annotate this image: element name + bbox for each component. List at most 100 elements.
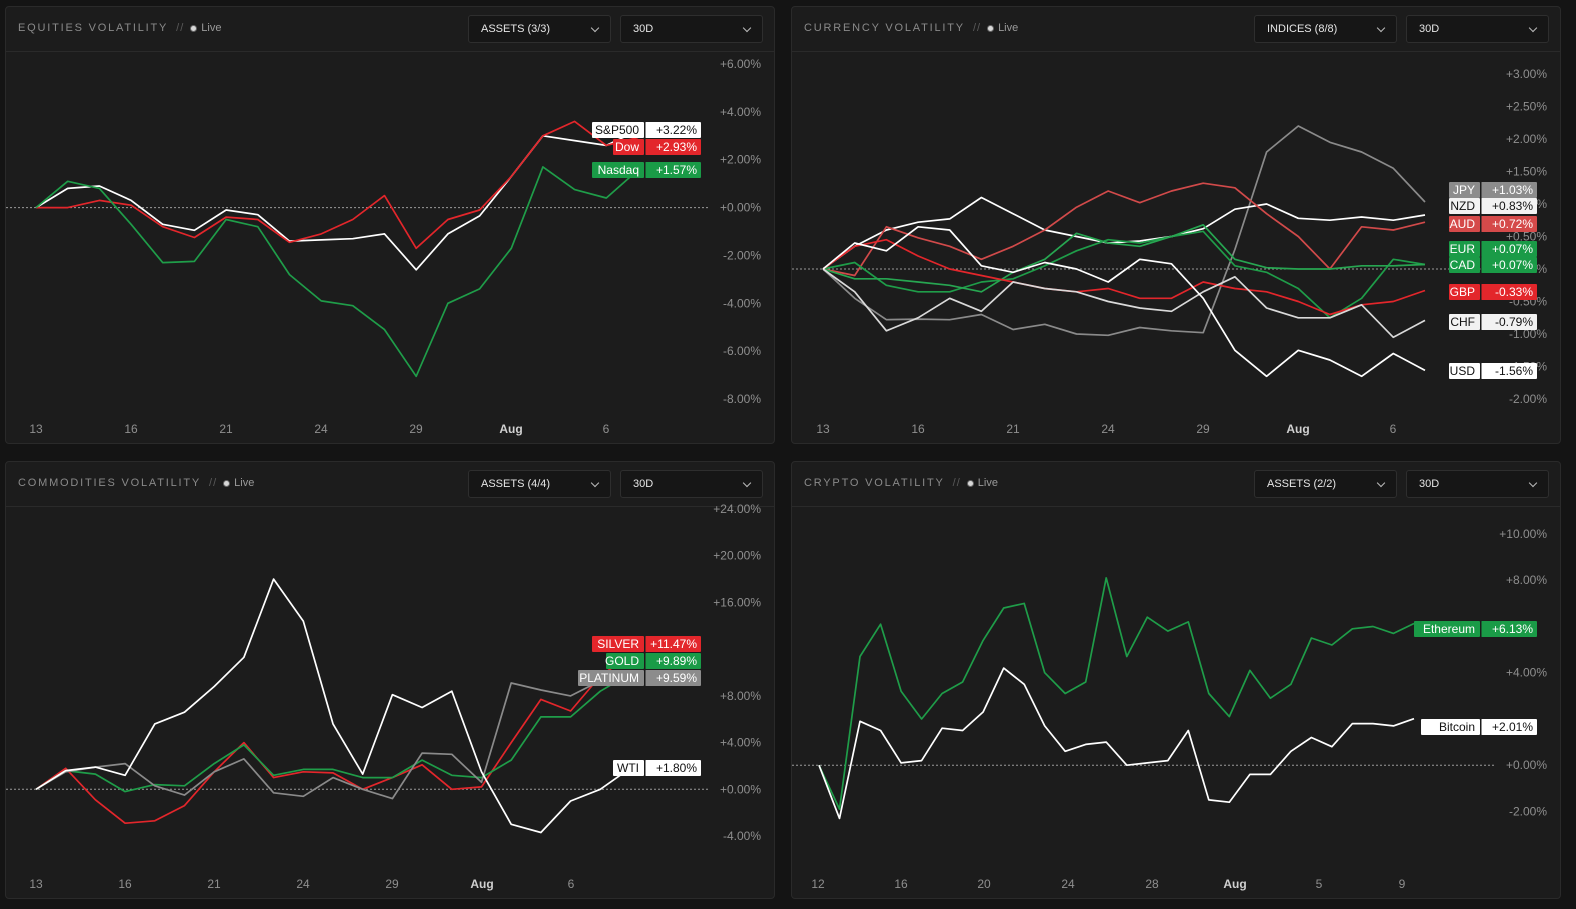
y-tick-label: -1.00%: [1509, 327, 1547, 341]
series-name-chip: [1449, 257, 1480, 273]
series-line-s-p500: [35, 129, 639, 271]
y-tick-label: +8.00%: [1506, 573, 1547, 587]
x-tick-label: 16: [911, 422, 925, 436]
y-tick-label: +10.00%: [1499, 527, 1547, 541]
indices-dropdown[interactable]: INDICES (8/8): [1254, 15, 1397, 43]
series-value-chip: [1481, 241, 1537, 257]
series-value-jpy: +1.03%: [1492, 183, 1533, 197]
series-name-chf: CHF: [1450, 315, 1475, 329]
series-value-bitcoin: +2.01%: [1492, 720, 1533, 734]
live-indicator-icon: [966, 480, 974, 487]
y-tick-label: +0.00%: [1506, 758, 1547, 772]
x-tick-label: 24: [1061, 877, 1075, 891]
y-tick-label: -2.00%: [723, 248, 761, 262]
y-tick-label: -8.00%: [723, 392, 761, 406]
live-status: Live: [977, 477, 998, 489]
series-value-chip: [1481, 284, 1537, 300]
assets-dropdown-label: ASSETS (3/3): [481, 23, 551, 35]
assets-dropdown[interactable]: ASSETS (3/3): [468, 15, 611, 43]
series-line-nasdaq: [35, 166, 639, 378]
x-tick-label: 21: [207, 877, 221, 891]
series-name-bitcoin: Bitcoin: [1439, 720, 1475, 734]
series-name-ethereum: Ethereum: [1423, 622, 1475, 636]
currency-volatility-panel: CURRENCY VOLATILITY//Live INDICES (8/8) …: [791, 6, 1561, 444]
assets-dropdown[interactable]: ASSETS (2/2): [1254, 470, 1397, 498]
series-name-aud: AUD: [1450, 217, 1476, 231]
title-separator: //: [972, 22, 982, 34]
series-line-cad: [822, 223, 1426, 293]
live-indicator-icon: [223, 480, 231, 487]
series-name-chip: [1449, 284, 1480, 300]
period-dropdown[interactable]: 30D: [1406, 15, 1549, 43]
x-tick-label: 24: [296, 877, 310, 891]
y-tick-label: +2.00%: [1506, 132, 1547, 146]
panel-title: COMMODITIES VOLATILITY // Live: [18, 477, 254, 489]
series-value-dow: +2.93%: [656, 140, 697, 154]
series-line-chf: [822, 268, 1426, 339]
period-dropdown[interactable]: 30D: [620, 15, 763, 43]
series-line-platinum: [35, 676, 631, 800]
x-tick-label: 6: [1390, 422, 1397, 436]
period-dropdown-label: 30D: [1419, 23, 1440, 35]
series-value-ethereum: +6.13%: [1492, 622, 1533, 636]
series-value-cad: +0.07%: [1492, 258, 1533, 272]
series-value-wti: +1.80%: [656, 761, 697, 775]
series-value-usd: -1.56%: [1495, 364, 1533, 378]
series-name-gbp: GBP: [1450, 285, 1475, 299]
series-name-chip: [1414, 621, 1480, 637]
series-value-chip: [645, 653, 701, 669]
live-indicator-icon: [190, 25, 198, 32]
series-value-chip: [645, 162, 701, 178]
series-name-chip: [1449, 182, 1480, 198]
panel-title: CRYPTO VOLATILITY // Live: [804, 477, 998, 489]
y-tick-label: +1.50%: [1506, 165, 1547, 179]
series-name-chip: [1449, 363, 1480, 379]
indices-dropdown-label: INDICES (8/8): [1267, 23, 1338, 35]
series-value-nzd: +0.83%: [1492, 199, 1533, 213]
period-dropdown[interactable]: 30D: [1406, 470, 1549, 498]
series-value-chip: [1481, 621, 1537, 637]
series-value-chip: [1481, 719, 1537, 735]
series-name-chip: [1449, 198, 1480, 214]
x-tick-label: 16: [124, 422, 138, 436]
currency-line-chart: +3.00%+2.50%+2.00%+1.50%+1.00%+0.50%+0.0…: [792, 67, 1547, 436]
series-value-aud: +0.72%: [1492, 217, 1533, 231]
y-tick-label: +4.00%: [720, 736, 761, 750]
equities-volatility-panel: EQUITIES VOLATILITY // Live ASSETS (3/3) 3…: [5, 6, 775, 444]
assets-dropdown-label: ASSETS (4/4): [481, 478, 551, 490]
series-name-dow: Dow: [615, 140, 639, 154]
series-name-platinum: PLATINUM: [579, 671, 639, 685]
equities-line-chart: +6.00% +4.00% +2.00% +0.00% -2.00% -4.00% -6.0…: [6, 57, 761, 436]
series-value-eur: +0.07%: [1492, 242, 1533, 256]
series-line-ethereum: [818, 577, 1415, 810]
series-value-chip: [645, 670, 701, 686]
series-value-chip: [1481, 314, 1537, 330]
y-tick-label: +0.00%: [720, 782, 761, 796]
x-tick-label: 29: [409, 422, 423, 436]
panel-header: CURRENCY VOLATILITY//Live INDICES (8/8) …: [792, 7, 1560, 52]
series-name-chip: [592, 122, 644, 138]
series-name-wti: WTI: [617, 761, 639, 775]
series-name-chip: [613, 760, 644, 776]
x-tick-label: Aug: [499, 422, 522, 436]
series-value-chf: -0.79%: [1495, 315, 1533, 329]
y-tick-label: +3.00%: [1506, 67, 1547, 81]
x-tick-label: 13: [29, 877, 43, 891]
series-value-silver: +11.47%: [650, 637, 697, 651]
series-name-chip: [1449, 314, 1480, 330]
series-name-chip: [606, 653, 644, 669]
panel-title-text: CRYPTO VOLATILITY: [804, 477, 945, 489]
title-separator: //: [952, 477, 961, 489]
series-name-usd: USD: [1450, 364, 1476, 378]
x-tick-label: 13: [29, 422, 43, 436]
series-line-usd: [822, 225, 1426, 378]
series-line-jpy: [822, 125, 1426, 337]
assets-dropdown[interactable]: ASSETS (4/4): [468, 470, 611, 498]
x-tick-label: 16: [894, 877, 908, 891]
title-separator: //: [209, 477, 218, 489]
x-tick-label: 9: [1399, 877, 1406, 891]
panel-header: CRYPTO VOLATILITY // Live ASSETS (2/2) 30D: [792, 462, 1560, 507]
period-dropdown[interactable]: 30D: [620, 470, 763, 498]
live-status: Live: [998, 22, 1019, 34]
series-name-chip: [592, 636, 644, 652]
